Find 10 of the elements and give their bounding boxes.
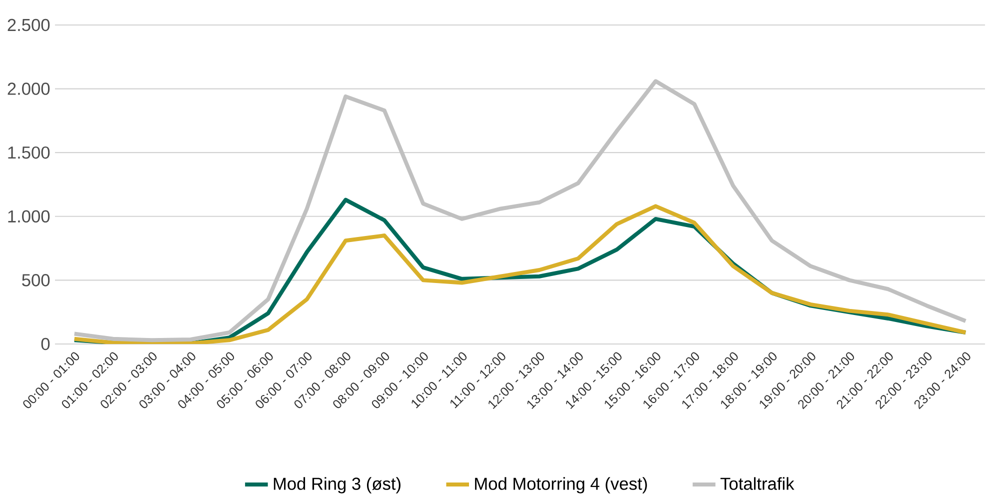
- legend-label: Totaltrafik: [720, 477, 794, 490]
- y-tick-label: 2.500: [8, 18, 50, 32]
- y-tick-label: 1.000: [8, 210, 50, 223]
- line-series: [72, 79, 968, 342]
- y-tick-label: 500: [22, 274, 50, 286]
- legend-label: Mod Ring 3 (øst): [274, 477, 400, 494]
- y-tick-label: 2.000: [8, 82, 50, 95]
- legend-label: Mod Motorring 4 (vest): [475, 477, 647, 494]
- y-tick-label: 1.500: [8, 146, 50, 159]
- y-tick-label: 0: [41, 338, 50, 350]
